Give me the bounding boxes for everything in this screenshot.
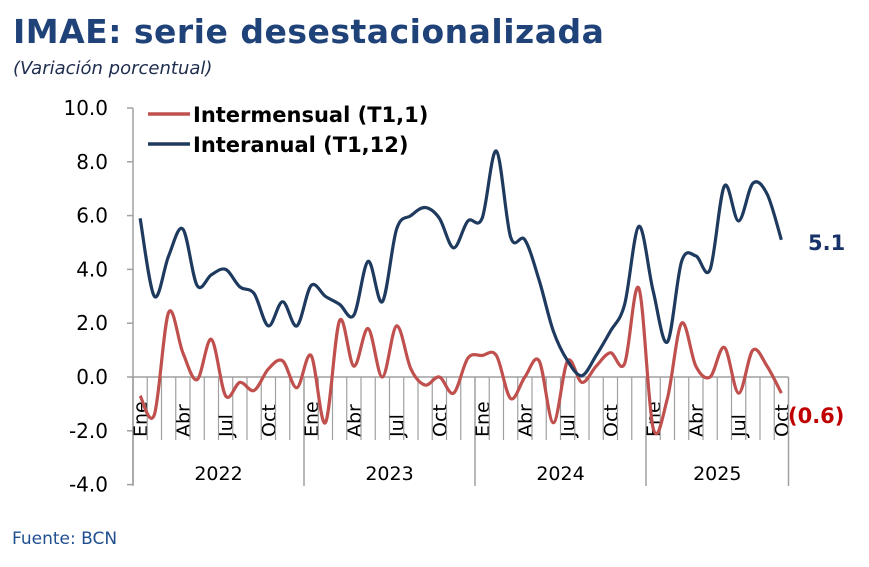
y-tick-label: -4.0 [69,473,108,497]
interanual-line [138,149,783,378]
month-label: Ene [130,401,152,437]
year-label: 2023 [365,463,413,485]
month-label: Ene [301,401,323,437]
intermensual-line [138,285,783,436]
year-label: 2024 [536,463,584,485]
year-label: 2022 [194,463,242,485]
month-label: Oct [429,404,451,437]
legend-label: Intermensual (T1,1) [193,103,428,127]
y-tick-label: 10.0 [63,96,108,120]
month-label: Jul [729,414,751,438]
month-label: Oct [258,404,280,437]
y-tick-label: 2.0 [76,311,108,335]
year-label: 2025 [693,463,741,485]
month-label: Jul [216,414,238,438]
source-note: Fuente: BCN [12,529,118,549]
y-tick-label: 6.0 [76,204,108,228]
y-tick-label: -2.0 [69,419,108,443]
y-tick-label: 8.0 [76,150,108,174]
chart-title: IMAE: serie desestacionalizada [13,12,605,51]
month-label: Abr [344,404,366,437]
y-tick-label: 4.0 [76,257,108,281]
last-value-interanual: 5.1 [808,231,845,255]
month-label: Jul [558,414,580,438]
month-label: Oct [600,404,622,437]
month-label: Abr [515,404,537,437]
legend-label: Interanual (T1,12) [193,133,409,157]
month-label: Abr [686,404,708,437]
month-label: Ene [472,401,494,437]
month-label: Abr [173,404,195,437]
y-tick-label: 0.0 [76,365,108,389]
last-value-intermensual: (0.6) [788,404,844,428]
month-label: Jul [387,414,409,438]
chart-subtitle: (Variación porcentual) [13,58,213,79]
